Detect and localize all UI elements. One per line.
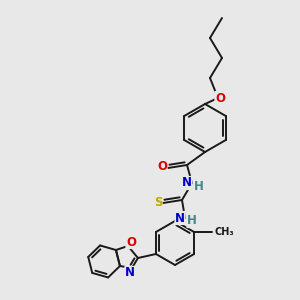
Text: H: H (194, 179, 204, 193)
Text: CH₃: CH₃ (214, 227, 234, 237)
Text: H: H (187, 214, 197, 227)
Text: O: O (126, 236, 136, 248)
Text: O: O (157, 160, 167, 173)
Text: N: N (125, 266, 135, 280)
Text: O: O (215, 92, 225, 104)
Text: N: N (182, 176, 192, 190)
Text: N: N (175, 212, 185, 224)
Text: S: S (154, 196, 162, 208)
